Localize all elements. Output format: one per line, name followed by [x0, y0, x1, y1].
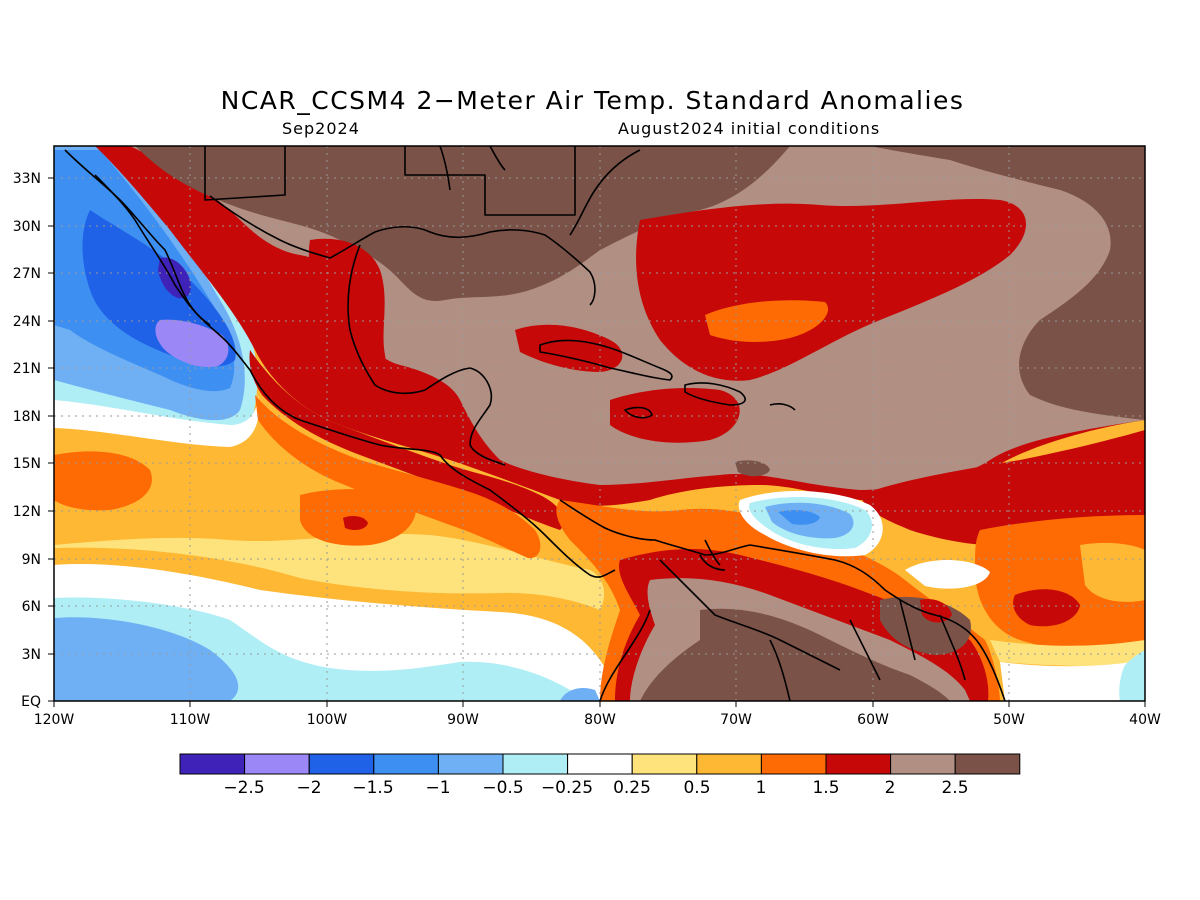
anomaly-fill-2-atlantic-blob — [1013, 589, 1080, 627]
initial-conditions-label: August2024 initial conditions — [618, 119, 881, 138]
x-tick-label: 60W — [857, 712, 889, 728]
x-tick-label: 120W — [34, 712, 75, 728]
colorbar-swatch — [696, 753, 762, 775]
y-tick-label: 27N — [13, 266, 41, 282]
y-tick-label: 15N — [13, 456, 41, 472]
colorbar-label: 0.5 — [683, 778, 710, 798]
colorbar-swatch — [760, 753, 827, 775]
colorbar-label: 2 — [885, 778, 896, 798]
colorbar-label: 2.5 — [941, 778, 968, 798]
grid — [54, 146, 1145, 701]
x-tick-label: 70W — [720, 712, 752, 728]
colorbar-label: −0.25 — [541, 778, 593, 798]
anomaly-fill-15-pacific-west — [54, 451, 152, 511]
anomaly-fill-yellow-south — [54, 533, 605, 610]
colorbar — [179, 753, 1021, 775]
colorbar-swatch — [567, 753, 633, 775]
x-tick-label: 50W — [993, 712, 1025, 728]
y-tick-label: EQ — [21, 694, 41, 710]
anomaly-fill-15-mexico-coast — [255, 395, 541, 559]
y-tick-label: 12N — [13, 504, 41, 520]
colorbar-label: −1 — [425, 778, 450, 798]
y-tick-label: 9N — [22, 552, 41, 568]
valid-month-label: Sep2024 — [282, 119, 360, 138]
anomaly-fill-neg05-southeast — [560, 688, 600, 701]
anomaly-fill-2-caribbean-central — [610, 388, 740, 443]
colorbar-swatch — [179, 753, 246, 775]
anomaly-fill-2-pacific-central — [343, 515, 368, 531]
coastlines — [64, 146, 1006, 701]
anomaly-fill-gt25-south-america — [640, 608, 950, 701]
anomaly-fill-2-gulf — [308, 238, 386, 396]
anomaly-fill-neg1-venezuela — [778, 509, 820, 525]
anomaly-fill-gt25-northeast — [870, 146, 1145, 420]
colorbar-swatch — [825, 753, 892, 775]
colorbar-swatch — [244, 753, 310, 775]
colorbar-swatch — [308, 753, 375, 775]
anomaly-fill-2-caribbean-north — [515, 324, 623, 372]
y-tick-label: 24N — [13, 314, 41, 330]
colorbar-label: −1.5 — [352, 778, 393, 798]
colorbar-label: −2 — [296, 778, 321, 798]
anomaly-fill-white-atlantic-se — [1000, 660, 1145, 701]
axis-ticks — [48, 177, 1146, 707]
colorbar-label: 0.25 — [613, 778, 651, 798]
x-tick-label: 100W — [307, 712, 348, 728]
anomaly-fill-gt25-caribbean — [735, 460, 770, 477]
colorbar-swatch — [502, 753, 569, 775]
y-tick-label: 30N — [13, 219, 41, 235]
y-tick-label: 18N — [13, 409, 41, 425]
colorbar-label: −0.5 — [482, 778, 523, 798]
colorbar-swatch — [954, 753, 1021, 775]
colorbar-swatch — [890, 753, 956, 775]
anomaly-fill-2-mexico-coast — [249, 350, 564, 530]
anomaly-fill-1-atlantic-south — [1080, 542, 1145, 602]
y-tick-label: 3N — [22, 647, 41, 663]
x-tick-label: 90W — [447, 712, 479, 728]
colorbar-label: −2.5 — [223, 778, 264, 798]
anomaly-field — [54, 146, 1145, 701]
colorbar-label: 1 — [756, 778, 767, 798]
anomaly-fill-15-atlantic — [705, 300, 829, 342]
x-tick-label: 80W — [584, 712, 616, 728]
colorbar-label: 1.5 — [812, 778, 839, 798]
anomaly-fill-white-baja-edge — [54, 395, 260, 447]
anomaly-fill-neg025-atlantic-se — [1119, 650, 1145, 701]
y-tick-label: 33N — [13, 171, 41, 187]
y-tick-label: 6N — [22, 599, 41, 615]
anomaly-fill-white-east — [905, 560, 990, 589]
x-tick-label: 110W — [170, 712, 211, 728]
colorbar-swatch — [631, 753, 698, 775]
colorbar-swatch — [437, 753, 504, 775]
x-tick-label: 40W — [1129, 712, 1161, 728]
map-title: NCAR_CCSM4 2−Meter Air Temp. Standard An… — [220, 86, 965, 115]
anomaly-fill-yellow-atlantic-south — [990, 640, 1145, 667]
colorbar-swatch — [373, 753, 439, 775]
anomaly-fill-neg05-south — [54, 617, 239, 701]
anomaly-fill-neg25-baja — [158, 257, 191, 299]
anomaly-fill-2-atlantic-south — [860, 430, 1145, 546]
anomaly-fill-neg2-baja — [155, 319, 229, 368]
y-tick-label: 21N — [13, 361, 41, 377]
anomaly-fill-2-guyana — [920, 598, 952, 623]
